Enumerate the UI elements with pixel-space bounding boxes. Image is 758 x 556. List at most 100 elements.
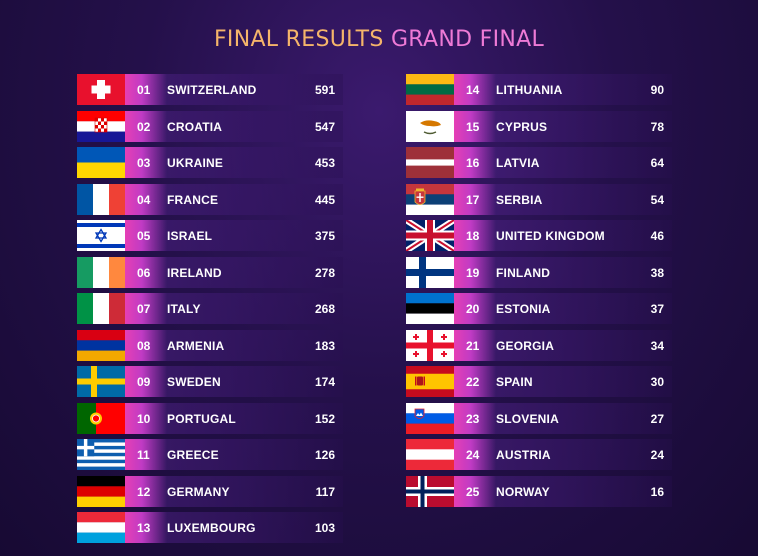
position: 17 bbox=[466, 192, 480, 207]
country-name: SWITZERLAND bbox=[167, 83, 257, 97]
points: 152 bbox=[314, 411, 335, 426]
croatia-flag-icon bbox=[77, 110, 125, 142]
points: 591 bbox=[314, 83, 335, 97]
points: 375 bbox=[314, 229, 335, 243]
points: 103 bbox=[314, 521, 335, 535]
result-row: 23 SLOVENIA 27 bbox=[406, 402, 672, 434]
slovenia-flag-icon bbox=[406, 402, 454, 434]
points: 46 bbox=[650, 229, 664, 243]
position: 04 bbox=[137, 192, 151, 207]
result-row: 24 AUSTRIA 24 bbox=[406, 439, 672, 470]
france-flag-icon bbox=[77, 183, 125, 215]
result-row: 10 PORTUGAL 152 bbox=[77, 402, 343, 434]
points: 117 bbox=[315, 484, 335, 499]
position: 05 bbox=[137, 229, 151, 243]
ukraine-flag-icon bbox=[77, 147, 125, 178]
result-row: 22 SPAIN 30 bbox=[406, 366, 672, 397]
points: 445 bbox=[314, 192, 335, 207]
result-row: 06 IRELAND 278 bbox=[77, 256, 343, 288]
norway-flag-icon bbox=[406, 475, 454, 507]
points: 78 bbox=[650, 119, 664, 134]
title-part-grand-final: GRAND FINAL bbox=[390, 27, 545, 52]
points: 64 bbox=[650, 156, 664, 170]
result-row: 16 LATVIA 64 bbox=[406, 147, 672, 178]
germany-flag-icon bbox=[77, 475, 125, 507]
result-row: 05 ISRAEL 375 bbox=[77, 220, 343, 251]
country-name: GERMANY bbox=[167, 484, 230, 499]
ireland-flag-icon bbox=[77, 256, 125, 288]
armenia-flag-icon bbox=[77, 329, 125, 361]
result-row: 25 NORWAY 16 bbox=[406, 475, 672, 507]
portugal-flag-icon bbox=[77, 402, 125, 434]
israel-flag-icon bbox=[77, 220, 125, 251]
position: 16 bbox=[466, 156, 480, 170]
country-name: FRANCE bbox=[167, 192, 219, 207]
country-name: SLOVENIA bbox=[496, 411, 559, 426]
greece-flag-icon bbox=[77, 439, 125, 470]
finland-flag-icon bbox=[406, 256, 454, 288]
result-row: 11 GREECE 126 bbox=[77, 439, 343, 470]
country-name: ISRAEL bbox=[167, 229, 213, 243]
result-row: 14 LITHUANIA 90 bbox=[406, 74, 672, 105]
position: 12 bbox=[137, 484, 151, 499]
results-column-right: 14 LITHUANIA 90 15 CYPRUS 78 16 LATVIA 6… bbox=[406, 74, 672, 512]
austria-flag-icon bbox=[406, 439, 454, 470]
position: 23 bbox=[466, 411, 480, 426]
result-row: 01 SWITZERLAND 591 bbox=[77, 74, 343, 105]
country-name: GEORGIA bbox=[496, 338, 555, 353]
georgia-flag-icon bbox=[406, 329, 454, 361]
country-name: NORWAY bbox=[496, 484, 550, 499]
position: 15 bbox=[466, 119, 480, 134]
country-name: ITALY bbox=[167, 302, 201, 316]
result-row: 04 FRANCE 445 bbox=[77, 183, 343, 215]
points: 547 bbox=[314, 119, 335, 134]
position: 01 bbox=[137, 83, 151, 97]
points: 16 bbox=[650, 484, 664, 499]
position: 19 bbox=[466, 265, 480, 280]
result-row: 03 UKRAINE 453 bbox=[77, 147, 343, 178]
country-name: SERBIA bbox=[496, 192, 543, 207]
result-row: 20 ESTONIA 37 bbox=[406, 293, 672, 324]
title-part-final-results: FINAL RESULTS bbox=[213, 27, 384, 52]
country-name: ARMENIA bbox=[167, 338, 225, 353]
country-name: UNITED KINGDOM bbox=[496, 229, 605, 243]
points: 34 bbox=[650, 338, 664, 353]
position: 09 bbox=[137, 375, 151, 389]
position: 07 bbox=[137, 302, 151, 316]
result-row: 13 LUXEMBOURG 103 bbox=[77, 512, 343, 543]
country-name: AUSTRIA bbox=[496, 448, 551, 462]
country-name: LUXEMBOURG bbox=[167, 521, 256, 535]
result-row: 02 CROATIA 547 bbox=[77, 110, 343, 142]
position: 02 bbox=[137, 119, 151, 134]
luxembourg-flag-icon bbox=[77, 512, 125, 543]
position: 14 bbox=[466, 83, 480, 97]
country-name: CROATIA bbox=[167, 119, 223, 134]
country-name: SPAIN bbox=[496, 375, 533, 389]
latvia-flag-icon bbox=[406, 147, 454, 178]
result-row: 18 UNITED KINGDOM 46 bbox=[406, 220, 672, 251]
result-row: 07 ITALY 268 bbox=[77, 293, 343, 324]
result-row: 21 GEORGIA 34 bbox=[406, 329, 672, 361]
result-row: 19 FINLAND 38 bbox=[406, 256, 672, 288]
points: 38 bbox=[650, 265, 664, 280]
lithuania-flag-icon bbox=[406, 74, 454, 105]
points: 126 bbox=[314, 448, 335, 462]
points: 37 bbox=[650, 302, 664, 316]
points: 54 bbox=[650, 192, 664, 207]
results-column-left: 01 SWITZERLAND 591 02 CROATIA 547 03 UKR… bbox=[77, 74, 343, 549]
position: 24 bbox=[466, 448, 480, 462]
position: 11 bbox=[137, 448, 150, 462]
italy-flag-icon bbox=[77, 293, 125, 324]
points: 183 bbox=[314, 338, 335, 353]
cyprus-flag-icon bbox=[406, 110, 454, 142]
country-name: PORTUGAL bbox=[167, 411, 236, 426]
country-name: CYPRUS bbox=[496, 119, 548, 134]
serbia-flag-icon bbox=[406, 183, 454, 215]
result-row: 08 ARMENIA 183 bbox=[77, 329, 343, 361]
country-name: UKRAINE bbox=[167, 156, 224, 170]
uk-flag-icon bbox=[406, 220, 454, 251]
estonia-flag-icon bbox=[406, 293, 454, 324]
position: 10 bbox=[137, 411, 151, 426]
result-row: 15 CYPRUS 78 bbox=[406, 110, 672, 142]
points: 90 bbox=[650, 83, 664, 97]
